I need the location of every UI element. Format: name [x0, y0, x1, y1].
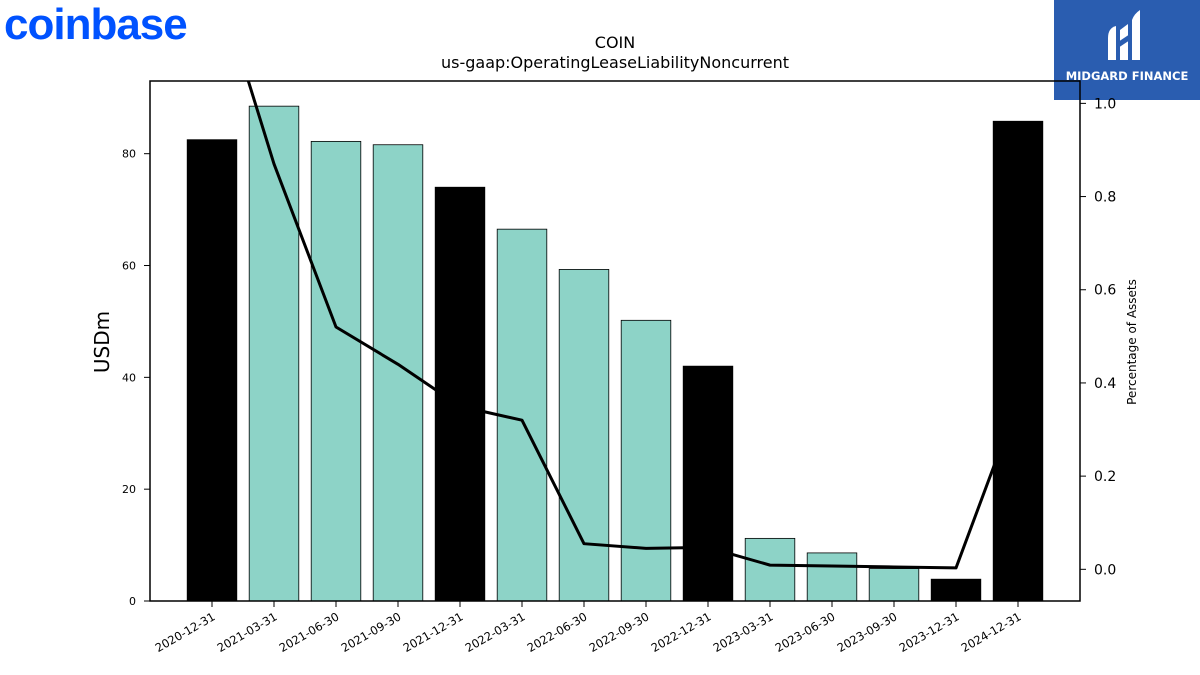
x-tick-label: 2021-09-30: [339, 609, 404, 655]
bar-2023-03-31: [744, 537, 796, 602]
x-tick-label: 2022-03-31: [463, 609, 528, 655]
y-tick-label: 80: [122, 148, 136, 161]
x-tick-label: 2020-12-31: [153, 609, 218, 655]
percentage-of-assets-line: [246, 81, 1020, 570]
y-tick-label: 60: [122, 260, 136, 273]
bar-2022-06-30: [558, 269, 610, 602]
bar-2021-03-31: [248, 105, 300, 602]
x-tick-label: 2022-06-30: [525, 609, 590, 655]
x-tick-label: 2021-12-31: [401, 609, 466, 655]
x-tick-label: 2023-12-31: [897, 609, 962, 655]
x-tick-label: 2022-09-30: [587, 609, 652, 655]
bar-2023-06-30: [806, 552, 858, 602]
y2-tick-label: 0.6: [1094, 283, 1116, 299]
bar-2021-09-30: [372, 144, 424, 602]
x-tick-label: 2023-09-30: [835, 609, 900, 655]
y2-tick-label: 1.0: [1094, 96, 1116, 112]
x-tick-label: 2021-06-30: [277, 609, 342, 655]
bar-2022-12-31: [682, 365, 734, 602]
bar-2023-12-31: [930, 578, 982, 602]
coinbase-logo: coinbase: [4, 0, 188, 49]
plot-frame: [149, 80, 1081, 602]
x-tick-label: 2024-12-31: [959, 609, 1024, 655]
y2-axis-label: Percentage of Assets: [1125, 279, 1139, 405]
bar-2020-12-31: [186, 139, 238, 602]
chart-title: COIN: [595, 33, 635, 52]
y2-tick-label: 0.0: [1094, 562, 1116, 578]
x-tick-label: 2023-03-31: [711, 609, 776, 655]
y2-tick-label: 0.4: [1094, 376, 1116, 392]
bar-2021-12-31: [434, 186, 486, 602]
midgard-emblem-icon: [1108, 10, 1140, 60]
chart-subtitle: us-gaap:OperatingLeaseLiabilityNoncurren…: [441, 53, 789, 72]
y-tick-label: 40: [122, 371, 136, 384]
bar-2022-03-31: [496, 228, 548, 602]
y-axis-label: USDm: [90, 311, 114, 373]
bar-2023-09-30: [868, 568, 920, 602]
x-tick-label: 2022-12-31: [649, 609, 714, 655]
y-tick-label: 20: [122, 483, 136, 496]
bar-2021-06-30: [310, 140, 362, 602]
midgard-finance-logo: MIDGARD FINANCE: [1054, 0, 1200, 100]
x-tick-label: 2021-03-31: [215, 609, 280, 655]
y-tick-label: 0: [129, 595, 136, 608]
bar-2024-12-31: [992, 120, 1044, 602]
x-tick-label: 2023-06-30: [773, 609, 838, 655]
watermark-text: MIDGARD FINANCE: [1065, 69, 1189, 83]
y2-tick-label: 0.8: [1094, 190, 1116, 206]
bar-2022-09-30: [620, 319, 672, 602]
y2-tick-label: 0.2: [1094, 469, 1116, 485]
